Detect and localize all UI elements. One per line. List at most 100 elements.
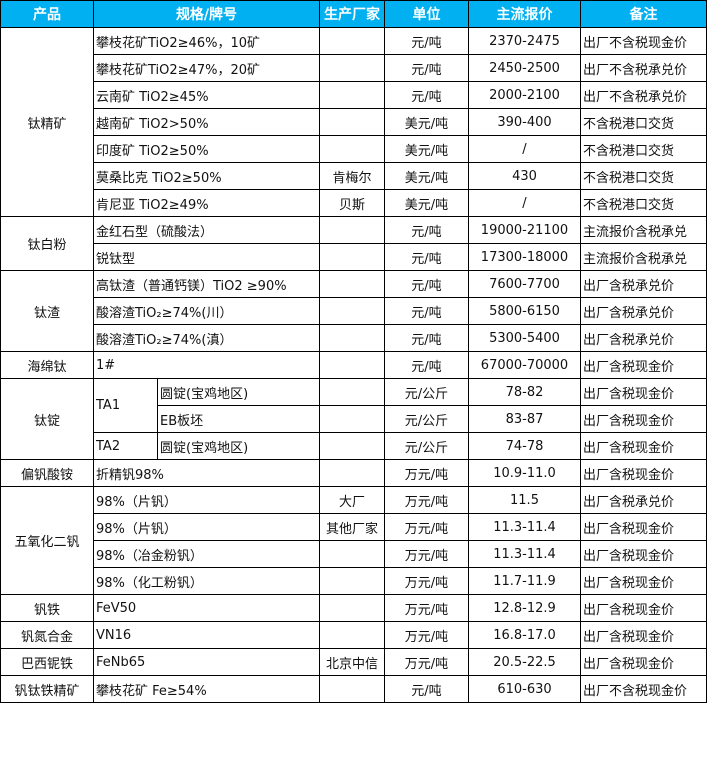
spec-cell: 98%（化工粉钒） [93, 567, 320, 595]
unit-cell: 元/公斤 [384, 432, 469, 460]
table-row: TA2 圆锭(宝鸡地区) 元/公斤 74-78 出厂含税现金价 [1, 432, 707, 460]
table-row: 巴西铌铁 FeNb65 北京中信 万元/吨 20.5-22.5 出厂含税现金价 [0, 648, 707, 676]
price-cell: 2370-2475 [468, 27, 581, 55]
table-row: 钒钛铁精矿 攀枝花矿 Fe≥54% 元/吨 610-630 出厂不含税现金价 [0, 675, 707, 703]
note-cell: 出厂含税现金价 [580, 378, 707, 406]
table-row: 五氧化二钒 98%（片钒） 大厂 万元/吨 11.5 出厂含税承兑价 [0, 486, 707, 595]
price-cell: 11.3-11.4 [468, 513, 581, 541]
unit-cell: 元/公斤 [384, 405, 469, 433]
note-cell: 出厂含税承兑价 [580, 270, 707, 298]
product-cell: 偏钒酸铵 [0, 459, 94, 487]
table-row: 越南矿 TiO2>50% 美元/吨 390-400 不含税港口交货 [1, 108, 707, 136]
unit-cell: 元/吨 [384, 81, 469, 109]
grade-cell: TA1 [93, 378, 158, 433]
price-cell: 2450-2500 [468, 54, 581, 82]
price-cell: 10.9-11.0 [468, 459, 581, 487]
spec-cell: 攀枝花矿TiO2≥46%，10矿 [93, 27, 320, 55]
note-cell: 出厂含税现金价 [580, 432, 707, 460]
unit-cell: 元/吨 [384, 54, 469, 82]
note-cell: 主流报价含税承兑 [580, 243, 707, 271]
note-cell: 不含税港口交货 [580, 162, 707, 190]
unit-cell: 万元/吨 [384, 540, 469, 568]
price-cell: 74-78 [468, 432, 581, 460]
spec-cell: 酸溶渣TiO₂≥74%(滇） [93, 324, 320, 352]
unit-cell: 元/吨 [384, 297, 469, 325]
price-table: 产品 规格/牌号 生产厂家 单位 主流报价 备注 钛精矿 攀枝花矿TiO2≥46%… [0, 0, 707, 703]
header-maker: 生产厂家 [319, 0, 385, 28]
table-row: 锐钛型 元/吨 17300-18000 主流报价含税承兑 [1, 243, 707, 271]
price-cell: 17300-18000 [468, 243, 581, 271]
price-cell: / [468, 135, 581, 163]
unit-cell: 美元/吨 [384, 162, 469, 190]
maker-cell [319, 324, 385, 352]
note-cell: 出厂含税现金价 [580, 351, 707, 379]
product-cell: 钒氮合金 [0, 621, 94, 649]
table-row: 钛锭 TA1 圆锭(宝鸡地区) 元/公斤 78-82 出厂含税现金价 [0, 378, 707, 460]
maker-cell [319, 135, 385, 163]
unit-cell: 万元/吨 [384, 648, 469, 676]
unit-cell: 元/吨 [384, 216, 469, 244]
price-cell: 20.5-22.5 [468, 648, 581, 676]
spec-cell: 1# [93, 351, 320, 379]
price-cell: 2000-2100 [468, 81, 581, 109]
maker-cell [319, 351, 385, 379]
maker-cell: 贝斯 [319, 189, 385, 217]
unit-cell: 万元/吨 [384, 486, 469, 514]
note-cell: 出厂不含税现金价 [580, 27, 707, 55]
unit-cell: 元/吨 [384, 27, 469, 55]
product-cell: 钛精矿 [0, 27, 94, 217]
price-cell: 83-87 [468, 405, 581, 433]
table-row: 酸溶渣TiO₂≥74%(川） 元/吨 5800-6150 出厂含税承兑价 [1, 297, 707, 325]
price-cell: 11.5 [468, 486, 581, 514]
table-row: 偏钒酸铵 折精钒98% 万元/吨 10.9-11.0 出厂含税现金价 [0, 459, 707, 487]
header-row: 产品 规格/牌号 生产厂家 单位 主流报价 备注 [0, 0, 707, 28]
header-price: 主流报价 [468, 0, 581, 28]
spec-cell: 98%（片钒） [93, 486, 320, 514]
unit-cell: 万元/吨 [384, 513, 469, 541]
table-row: 钛白粉 金红石型（硫酸法） 元/吨 19000-21100 主流报价含税承兑 [0, 216, 707, 271]
table-row: 钒氮合金 VN16 万元/吨 16.8-17.0 出厂含税现金价 [0, 621, 707, 649]
price-cell: 11.7-11.9 [468, 567, 581, 595]
maker-cell [319, 54, 385, 82]
table-row: 98%（冶金粉钒） 万元/吨 11.3-11.4 出厂含税现金价 [1, 540, 707, 568]
header-note: 备注 [580, 0, 707, 28]
table-body: 钛精矿 攀枝花矿TiO2≥46%，10矿 元/吨 2370-2475 出厂不含税现金价攀… [0, 27, 707, 703]
spec-cell: 折精钒98% [93, 459, 320, 487]
spec-cell: 圆锭(宝鸡地区) [157, 378, 320, 406]
maker-cell [319, 108, 385, 136]
spec-cell: 圆锭(宝鸡地区) [157, 432, 320, 460]
price-cell: 5800-6150 [468, 297, 581, 325]
maker-cell: 大厂 [319, 486, 385, 514]
note-cell: 出厂含税现金价 [580, 459, 707, 487]
table-row: 攀枝花矿TiO2≥47%，20矿 元/吨 2450-2500 出厂不含税承兑价 [1, 54, 707, 82]
spec-cell: 酸溶渣TiO₂≥74%(川） [93, 297, 320, 325]
maker-cell [319, 297, 385, 325]
maker-cell [319, 378, 385, 406]
table-row: 海绵钛 1# 元/吨 67000-70000 出厂含税现金价 [0, 351, 707, 379]
note-cell: 出厂不含税现金价 [580, 675, 707, 703]
product-cell: 钛渣 [0, 270, 94, 352]
spec-cell: 98%（冶金粉钒） [93, 540, 320, 568]
note-cell: 出厂含税现金价 [580, 405, 707, 433]
note-cell: 出厂含税承兑价 [580, 324, 707, 352]
price-cell: 11.3-11.4 [468, 540, 581, 568]
note-cell: 出厂含税现金价 [580, 567, 707, 595]
price-cell: 5300-5400 [468, 324, 581, 352]
table-row: 莫桑比克 TiO2≥50% 肯梅尔 美元/吨 430 不含税港口交货 [1, 162, 707, 190]
note-cell: 不含税港口交货 [580, 189, 707, 217]
header-product: 产品 [0, 0, 94, 28]
table-row: 98%（片钒） 其他厂家 万元/吨 11.3-11.4 出厂含税现金价 [1, 513, 707, 541]
price-cell: 78-82 [468, 378, 581, 406]
table-row: 钒铁 FeV50 万元/吨 12.8-12.9 出厂含税现金价 [0, 594, 707, 622]
maker-cell [319, 675, 385, 703]
price-cell: 7600-7700 [468, 270, 581, 298]
product-cell: 海绵钛 [0, 351, 94, 379]
table-row: 98%（化工粉钒） 万元/吨 11.7-11.9 出厂含税现金价 [1, 567, 707, 595]
maker-cell [319, 594, 385, 622]
unit-cell: 元/公斤 [384, 378, 469, 406]
unit-cell: 万元/吨 [384, 567, 469, 595]
note-cell: 出厂含税现金价 [580, 621, 707, 649]
product-cell: 五氧化二钒 [0, 486, 94, 595]
note-cell: 出厂不含税承兑价 [580, 54, 707, 82]
unit-cell: 美元/吨 [384, 108, 469, 136]
